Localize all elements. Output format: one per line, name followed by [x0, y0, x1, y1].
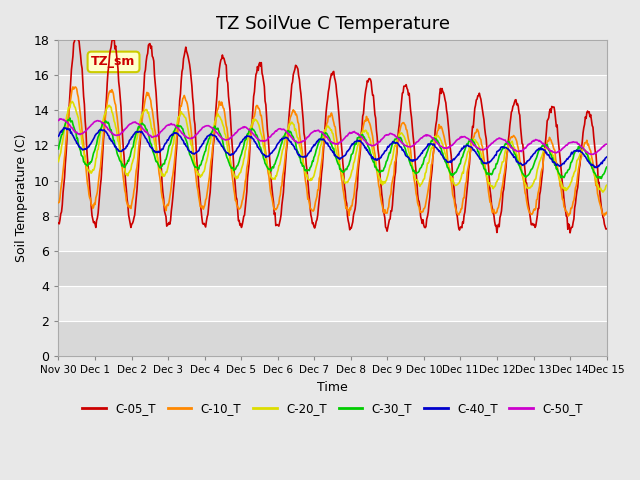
X-axis label: Time: Time	[317, 381, 348, 394]
Y-axis label: Soil Temperature (C): Soil Temperature (C)	[15, 134, 28, 262]
Legend: C-05_T, C-10_T, C-20_T, C-30_T, C-40_T, C-50_T: C-05_T, C-10_T, C-20_T, C-30_T, C-40_T, …	[77, 397, 588, 420]
Bar	[58, 321, 607, 356]
Bar	[58, 216, 607, 251]
Bar	[58, 180, 607, 216]
Bar	[58, 75, 607, 110]
Title: TZ SoilVue C Temperature: TZ SoilVue C Temperature	[216, 15, 449, 33]
Bar	[58, 286, 607, 321]
Text: TZ_sm: TZ_sm	[92, 55, 136, 68]
Bar	[58, 145, 607, 180]
Bar	[58, 40, 607, 75]
Bar	[58, 251, 607, 286]
Bar	[58, 110, 607, 145]
